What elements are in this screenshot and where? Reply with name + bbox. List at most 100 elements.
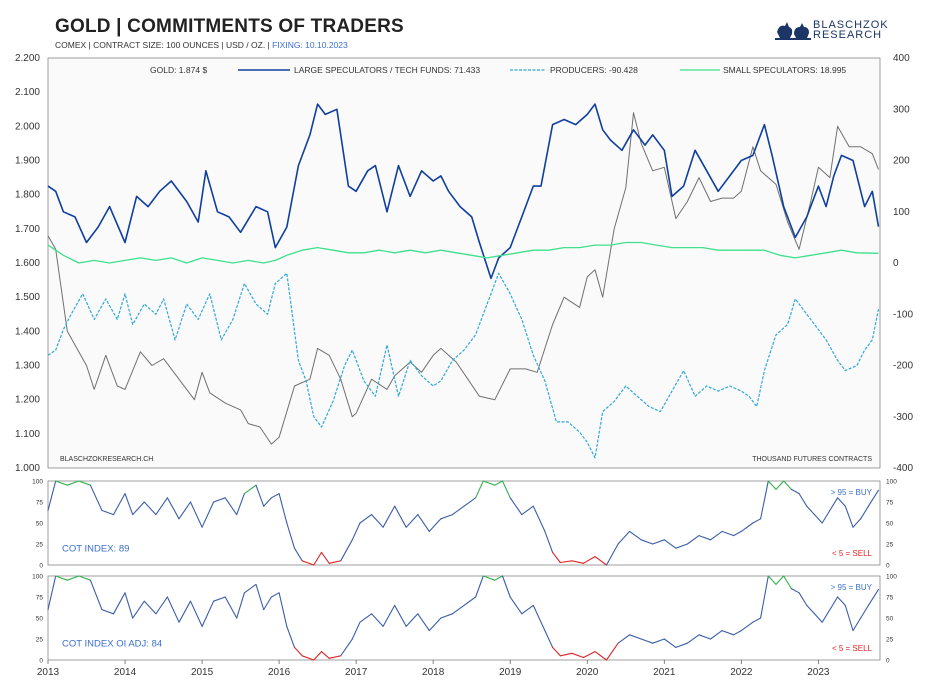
- legend-gold-label: GOLD: 1.874 $: [150, 65, 207, 75]
- cot-index-oi-adj-line-segment: [236, 592, 245, 619]
- cot-index-sell-zone-segment: [582, 556, 596, 564]
- cot-index-oi-adj-line-segment: [382, 604, 396, 627]
- cot-index-line-segment: [640, 539, 654, 545]
- cot-index-oi-adj-buy-zone-segment: [78, 575, 91, 581]
- cot-index-oi-adj-sell-zone-segment: [328, 655, 342, 659]
- cot-index-sell-zone-segment: [328, 560, 342, 564]
- source-label: BLASCHZOKRESEARCH.CH: [60, 456, 153, 463]
- cot-index-sell-zone-segment: [571, 560, 584, 564]
- cot-index-oi-adj-buy-zone-segment: [66, 575, 80, 581]
- gold-series-line: [47, 112, 879, 445]
- cot-index-oi-adj-line-segment: [821, 609, 831, 623]
- cot-index-line-segment: [124, 493, 134, 516]
- producers-series-line: [47, 272, 880, 459]
- x-axis-year-label: 2021: [653, 667, 676, 678]
- left-axis-tick-label: 1.200: [15, 395, 40, 406]
- cot-index-oi-adj-line-segment: [189, 600, 203, 627]
- cot-index-oi-adj-right-tick-label: 25: [886, 637, 894, 644]
- cot-index-oi-adj-sell-zone-segment: [313, 651, 323, 661]
- cot-index-oi-adj-sell-zone-segment: [293, 646, 303, 657]
- cot-index-oi-adj-line-segment: [340, 638, 353, 657]
- cot-index-oi-adj-right-tick-label: 50: [886, 616, 894, 623]
- left-axis-tick-label: 1.700: [15, 224, 40, 235]
- cot-index-oi-adj-buy-label: > 95 = BUY: [831, 583, 873, 592]
- cot-index-line-segment: [721, 530, 735, 537]
- cot-index-oi-adj-line-segment: [166, 596, 180, 623]
- cot-index-line-segment: [132, 501, 145, 516]
- cot-index-oi-adj-line-segment: [428, 617, 442, 632]
- cot-index-oi-adj-left-tick-label: 0: [39, 658, 43, 665]
- cot-index-sell-zone-segment: [559, 560, 573, 564]
- x-axis-year-label: 2016: [268, 667, 291, 678]
- cot-index-left-tick-label: 50: [36, 521, 44, 528]
- cot-index-line-segment: [286, 522, 296, 549]
- cot-index-oi-adj-buy-zone-segment: [775, 575, 785, 585]
- cot-index-oi-adj-line-segment: [521, 604, 534, 615]
- cot-index-line-segment: [521, 505, 534, 516]
- cot-index-buy-zone-segment: [482, 480, 496, 486]
- x-axis-year-label: 2014: [114, 667, 137, 678]
- cot-index-line-segment: [112, 493, 126, 516]
- cot-index-oi-adj-line-segment: [698, 634, 712, 640]
- cot-index-line-segment: [806, 505, 816, 516]
- cot-index-oi-adj-line-segment: [112, 592, 126, 615]
- legend-small-specs-label: SMALL SPECULATORS: 18.995: [723, 65, 846, 75]
- cot-index-buy-zone-segment: [494, 480, 504, 486]
- subtitle-fixing: FIXING: 10.10.2023: [272, 40, 348, 50]
- cot-index-line-segment: [263, 497, 272, 507]
- cot-index-buy-zone-segment: [775, 480, 785, 490]
- cot-index-line-segment: [844, 505, 854, 528]
- bull-and-bear-icon: [775, 22, 811, 40]
- cot-index-oi-adj-buy-zone-segment: [482, 575, 496, 581]
- right-axis-tick-label: -200: [893, 361, 913, 372]
- cot-index-buy-zone-segment: [767, 480, 777, 490]
- cot-index-line-segment: [675, 543, 688, 549]
- cot-index-buy-zone-segment: [243, 484, 257, 495]
- cot-index-oi-adj-line-segment: [829, 596, 839, 611]
- cot-index-right-tick-label: 75: [886, 500, 894, 507]
- left-axis-tick-label: 1.000: [15, 463, 40, 474]
- x-axis-year-label: 2015: [191, 667, 214, 678]
- cot-index-oi-adj-line-segment: [201, 600, 215, 627]
- cot-index-oi-adj-line-segment: [652, 638, 665, 644]
- cot-index-line-segment: [255, 484, 265, 507]
- cot-index-line-segment: [89, 484, 103, 511]
- cot-index-oi-adj-line-segment: [213, 596, 226, 602]
- cot-index-line-segment: [617, 530, 631, 545]
- cot-index-oi-adj-line-segment: [359, 613, 373, 623]
- cot-index-line-segment: [278, 493, 288, 524]
- x-axis-year-label: 2022: [730, 667, 753, 678]
- cot-index-line-segment: [860, 505, 869, 520]
- cot-index-oi-adj-line-segment: [544, 630, 554, 648]
- cot-index-oi-adj-line-segment: [405, 613, 419, 627]
- cot-index-line-segment: [686, 535, 700, 545]
- cot-index-oi-adj-line-segment: [47, 575, 57, 611]
- cot-index-oi-adj-buy-zone-segment: [783, 575, 792, 590]
- cot-index-oi-adj-plot-area: [47, 575, 881, 661]
- cot-index-left-tick-label: 0: [39, 563, 43, 570]
- cot-index-line-segment: [760, 480, 769, 520]
- cot-index-buy-zone-segment: [475, 480, 484, 499]
- left-axis-tick-label: 1.800: [15, 190, 40, 201]
- cot-index-buy-zone-segment: [78, 480, 91, 486]
- cot-index-line-segment: [440, 514, 453, 520]
- cot-index-oi-adj-line-segment: [852, 617, 862, 632]
- cot-index-sell-zone-segment: [301, 560, 315, 566]
- cot-index-oi-adj-line-segment: [371, 613, 384, 627]
- cot-index-oi-adj-sell-zone-segment: [605, 642, 619, 661]
- cot-index-oi-adj-sell-zone-segment: [301, 655, 315, 661]
- cot-index-buy-zone-segment: [501, 480, 511, 499]
- cot-index-oi-adj-sell-zone-segment: [582, 651, 596, 659]
- cot-index-oi-adj-line-segment: [463, 596, 477, 606]
- cot-index-oi-adj-line-segment: [351, 621, 361, 640]
- cot-index-oi-adj-sell-zone-segment: [559, 652, 573, 657]
- right-axis-tick-label: -300: [893, 412, 913, 423]
- cot-index-line-segment: [417, 514, 430, 532]
- x-axis-year-label: 2023: [807, 667, 830, 678]
- cot-index-oi-adj-line-segment: [263, 596, 272, 611]
- cot-index-oi-adj-right-tick-label: 0: [886, 658, 890, 665]
- cot-index-line-segment: [629, 530, 642, 541]
- cot-index-buy-label: > 95 = BUY: [831, 488, 873, 497]
- main-plot-area: [47, 57, 881, 469]
- cot-index-buy-zone-segment: [783, 480, 792, 490]
